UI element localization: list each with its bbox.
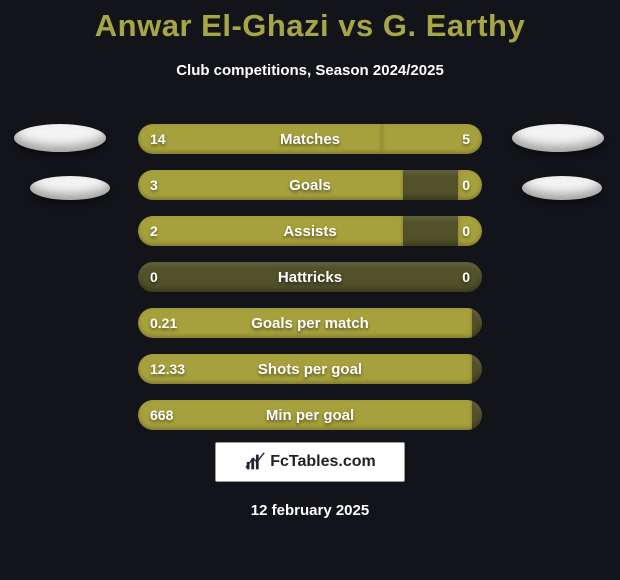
stat-value-right: 0	[462, 262, 470, 292]
page-title: Anwar El-Ghazi vs G. Earthy	[0, 8, 620, 44]
comparison-infographic: Anwar El-Ghazi vs G. Earthy Club competi…	[0, 0, 620, 580]
stat-value-left: 12.33	[150, 354, 185, 384]
club-badge	[512, 124, 604, 152]
stat-label: Min per goal	[138, 400, 482, 430]
stat-value-left: 14	[150, 124, 166, 154]
club-badge	[14, 124, 106, 152]
stat-row: Assists2 0	[138, 216, 482, 246]
stat-row: Goals3 0	[138, 170, 482, 200]
stat-value-right: 0	[462, 216, 470, 246]
date-text: 12 february 2025	[0, 502, 620, 519]
club-badge	[522, 176, 602, 200]
stat-label: Goals	[138, 170, 482, 200]
stat-label: Goals per match	[138, 308, 482, 338]
stat-label: Hattricks	[138, 262, 482, 292]
watermark: FcTables.com	[215, 442, 405, 482]
stat-value-left: 3	[150, 170, 158, 200]
stat-value-left: 2	[150, 216, 158, 246]
watermark-text: FcTables.com	[270, 453, 376, 471]
subtitle: Club competitions, Season 2024/2025	[0, 62, 620, 79]
stat-bars: Matches145Goals30Assists20Hattricks00Goa…	[138, 124, 482, 446]
stat-value-left: 0.21	[150, 308, 177, 338]
stat-row: Goals per match0.21	[138, 308, 482, 338]
stat-row: Shots per goal12.33	[138, 354, 482, 384]
stat-value-right: 5	[462, 124, 470, 154]
stat-row: Matches14 5	[138, 124, 482, 154]
stat-value-left: 0	[150, 262, 158, 292]
stat-value-right: 0	[462, 170, 470, 200]
stat-label: Matches	[138, 124, 482, 154]
stat-label: Shots per goal	[138, 354, 482, 384]
stat-row: Min per goal668	[138, 400, 482, 430]
chart-icon	[244, 451, 266, 473]
stat-label: Assists	[138, 216, 482, 246]
stat-row: Hattricks0 0	[138, 262, 482, 292]
club-badge	[30, 176, 110, 200]
stat-value-left: 668	[150, 400, 173, 430]
